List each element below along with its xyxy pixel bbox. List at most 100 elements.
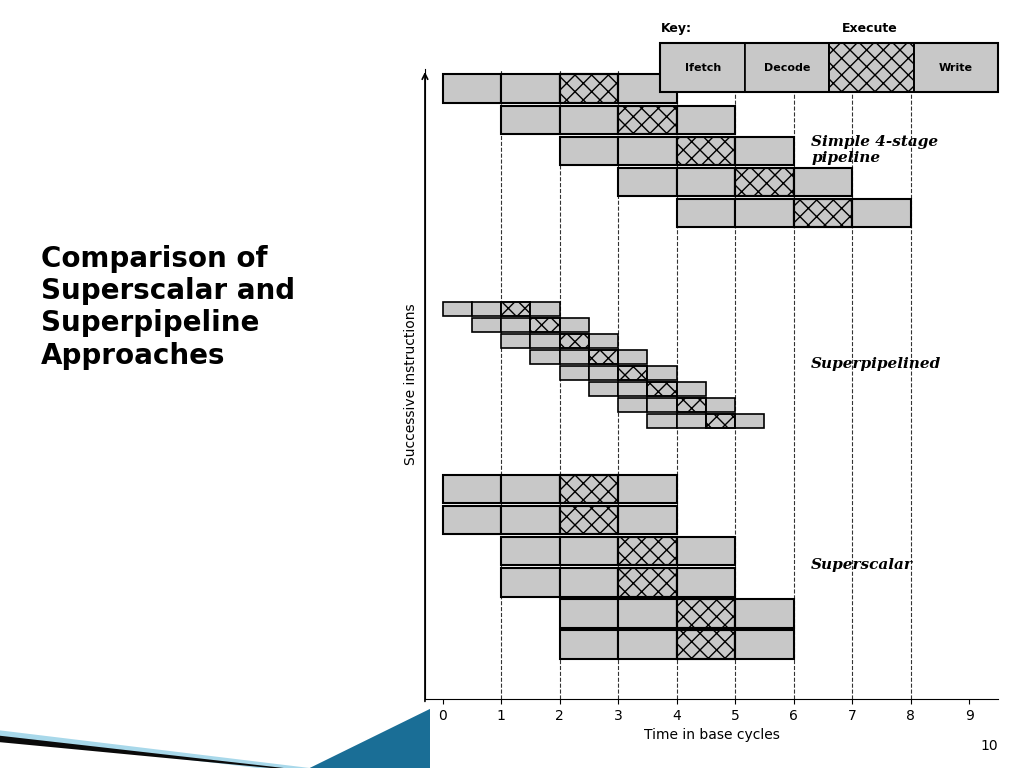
Bar [501,318,530,333]
Bar [706,414,735,429]
Bar [530,318,559,333]
X-axis label: Time in base cycles: Time in base cycles [644,728,779,742]
Bar [735,631,794,659]
Polygon shape [0,709,430,768]
Bar [559,475,618,503]
Bar [735,168,794,197]
Bar [735,414,764,429]
Bar [501,334,530,349]
Bar [618,74,677,103]
Bar [706,399,735,412]
Bar [677,105,735,134]
Bar [677,568,735,597]
Bar [501,302,530,316]
Text: Decode: Decode [764,63,810,73]
Bar [618,599,677,627]
Bar [794,199,852,227]
Bar [677,137,735,165]
Bar [677,382,706,396]
Bar [677,399,706,412]
Bar [647,414,677,429]
Bar [501,568,559,597]
Bar [647,399,677,412]
Bar [677,631,735,659]
Bar [660,43,745,92]
Text: Write: Write [939,63,973,73]
Bar [559,74,618,103]
Bar [618,537,677,565]
Bar [559,105,618,134]
Bar [501,506,559,535]
Bar [618,137,677,165]
Bar [472,302,501,316]
Bar [618,399,647,412]
Text: Key:: Key: [660,22,691,35]
Bar [618,506,677,535]
Bar [618,382,647,396]
Bar [618,350,647,365]
Bar [501,302,530,316]
Bar [677,199,735,227]
Bar [914,43,998,92]
Text: Superscalar: Superscalar [811,558,913,572]
Bar [618,568,677,597]
Text: Simple 4-stage
pipeline: Simple 4-stage pipeline [811,134,938,164]
Bar [442,475,501,503]
Y-axis label: Successive instructions: Successive instructions [404,303,418,465]
Bar [735,599,794,627]
Bar [559,137,618,165]
Text: 10: 10 [981,739,998,753]
Bar [530,350,559,365]
Bar [559,506,618,535]
Bar [794,199,852,227]
Bar [559,599,618,627]
Bar [501,537,559,565]
Bar [618,105,677,134]
Bar [677,599,735,627]
Bar [472,318,501,333]
Text: Ifetch: Ifetch [685,63,721,73]
Bar [618,537,677,565]
Bar [559,568,618,597]
Bar [677,631,735,659]
Bar [559,537,618,565]
Bar [559,74,618,103]
Bar [589,366,618,380]
Bar [559,366,589,380]
Bar [559,506,618,535]
Bar [660,43,998,92]
Bar [735,137,794,165]
Bar [589,350,618,365]
Text: Execute: Execute [842,22,898,35]
Bar [530,318,559,333]
Bar [618,105,677,134]
Bar [735,199,794,227]
Bar [618,366,647,380]
Bar [530,302,559,316]
Polygon shape [0,730,309,768]
Bar [589,382,618,396]
Bar [677,599,735,627]
Bar [501,105,559,134]
Bar [677,399,706,412]
Bar [647,382,677,396]
Bar [677,137,735,165]
Bar [559,475,618,503]
Bar [559,318,589,333]
Bar [745,43,829,92]
Bar [559,350,589,365]
Bar [706,414,735,429]
Bar [794,168,852,197]
Bar [442,506,501,535]
Bar [618,631,677,659]
Bar [559,334,589,349]
Bar [829,43,914,92]
Bar [852,199,910,227]
Bar [559,631,618,659]
Bar [829,43,914,92]
Polygon shape [0,736,284,768]
Bar [442,302,472,316]
Bar [530,334,559,349]
Bar [735,168,794,197]
Text: Comparison of
Superscalar and
Superpipeline
Approaches: Comparison of Superscalar and Superpipel… [41,244,295,370]
